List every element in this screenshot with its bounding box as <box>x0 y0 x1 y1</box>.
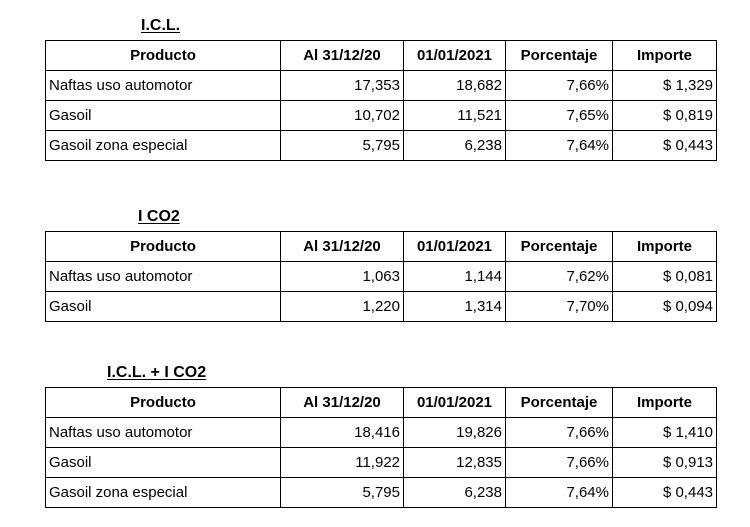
cell-al-311220: 17,353 <box>280 70 404 101</box>
table-row: Gasoil 1,220 1,314 7,70% $ 0,094 <box>45 291 717 322</box>
cell-al-311220: 5,795 <box>280 130 404 161</box>
header-importe: Importe <box>612 387 717 418</box>
header-01012021: 01/01/2021 <box>403 231 506 262</box>
table-icl: Producto Al 31/12/20 01/01/2021 Porcenta… <box>45 40 717 161</box>
table-icl-ico2: Producto Al 31/12/20 01/01/2021 Porcenta… <box>45 387 717 508</box>
cell-porcentaje: 7,62% <box>505 261 613 292</box>
cell-porcentaje: 7,66% <box>505 447 613 478</box>
cell-01012021: 18,682 <box>403 70 506 101</box>
cell-01012021: 6,238 <box>403 477 506 508</box>
cell-importe: $ 0,094 <box>612 291 717 322</box>
header-01012021: 01/01/2021 <box>403 387 506 418</box>
cell-01012021: 1,144 <box>403 261 506 292</box>
cell-producto: Gasoil zona especial <box>45 477 281 508</box>
cell-importe: $ 1,329 <box>612 70 717 101</box>
table-row: Gasoil zona especial 5,795 6,238 7,64% $… <box>45 477 717 508</box>
cell-importe: $ 0,443 <box>612 130 717 161</box>
cell-al-311220: 18,416 <box>280 417 404 448</box>
table-row: Naftas uso automotor 18,416 19,826 7,66%… <box>45 417 717 448</box>
cell-porcentaje: 7,65% <box>505 100 613 131</box>
cell-01012021: 6,238 <box>403 130 506 161</box>
cell-porcentaje: 7,66% <box>505 70 613 101</box>
header-importe: Importe <box>612 40 717 71</box>
cell-producto: Naftas uso automotor <box>45 261 281 292</box>
cell-al-311220: 1,063 <box>280 261 404 292</box>
header-importe: Importe <box>612 231 717 262</box>
table-row: Gasoil 10,702 11,521 7,65% $ 0,819 <box>45 100 717 131</box>
cell-importe: $ 0,819 <box>612 100 717 131</box>
header-al-311220: Al 31/12/20 <box>280 231 404 262</box>
cell-al-311220: 1,220 <box>280 291 404 322</box>
cell-01012021: 19,826 <box>403 417 506 448</box>
table-header-row: Producto Al 31/12/20 01/01/2021 Porcenta… <box>45 387 717 418</box>
cell-al-311220: 11,922 <box>280 447 404 478</box>
header-producto: Producto <box>45 231 281 262</box>
cell-producto: Gasoil zona especial <box>45 130 281 161</box>
cell-porcentaje: 7,66% <box>505 417 613 448</box>
cell-01012021: 11,521 <box>403 100 506 131</box>
cell-importe: $ 0,443 <box>612 477 717 508</box>
table-header-row: Producto Al 31/12/20 01/01/2021 Porcenta… <box>45 40 717 71</box>
cell-al-311220: 5,795 <box>280 477 404 508</box>
header-al-311220: Al 31/12/20 <box>280 40 404 71</box>
cell-producto: Gasoil <box>45 447 281 478</box>
cell-producto: Naftas uso automotor <box>45 417 281 448</box>
header-al-311220: Al 31/12/20 <box>280 387 404 418</box>
cell-importe: $ 0,913 <box>612 447 717 478</box>
table-row: Naftas uso automotor 1,063 1,144 7,62% $… <box>45 261 717 292</box>
section-title: I.C.L. <box>141 17 181 34</box>
header-porcentaje: Porcentaje <box>505 231 613 262</box>
header-01012021: 01/01/2021 <box>403 40 506 71</box>
header-producto: Producto <box>45 387 281 418</box>
cell-01012021: 12,835 <box>403 447 506 478</box>
table-row: Naftas uso automotor 17,353 18,682 7,66%… <box>45 70 717 101</box>
section-title: I.C.L. + I CO2 <box>107 364 207 381</box>
table-row: Gasoil 11,922 12,835 7,66% $ 0,913 <box>45 447 717 478</box>
cell-producto: Gasoil <box>45 100 281 131</box>
cell-porcentaje: 7,64% <box>505 130 613 161</box>
cell-porcentaje: 7,70% <box>505 291 613 322</box>
header-porcentaje: Porcentaje <box>505 387 613 418</box>
header-producto: Producto <box>45 40 281 71</box>
section-title: I CO2 <box>138 208 180 225</box>
table-ico2: Producto Al 31/12/20 01/01/2021 Porcenta… <box>45 231 717 322</box>
table-row: Gasoil zona especial 5,795 6,238 7,64% $… <box>45 130 717 161</box>
cell-01012021: 1,314 <box>403 291 506 322</box>
cell-importe: $ 1,410 <box>612 417 717 448</box>
cell-producto: Gasoil <box>45 291 281 322</box>
cell-importe: $ 0,081 <box>612 261 717 292</box>
header-porcentaje: Porcentaje <box>505 40 613 71</box>
cell-porcentaje: 7,64% <box>505 477 613 508</box>
cell-producto: Naftas uso automotor <box>45 70 281 101</box>
cell-al-311220: 10,702 <box>280 100 404 131</box>
table-header-row: Producto Al 31/12/20 01/01/2021 Porcenta… <box>45 231 717 262</box>
